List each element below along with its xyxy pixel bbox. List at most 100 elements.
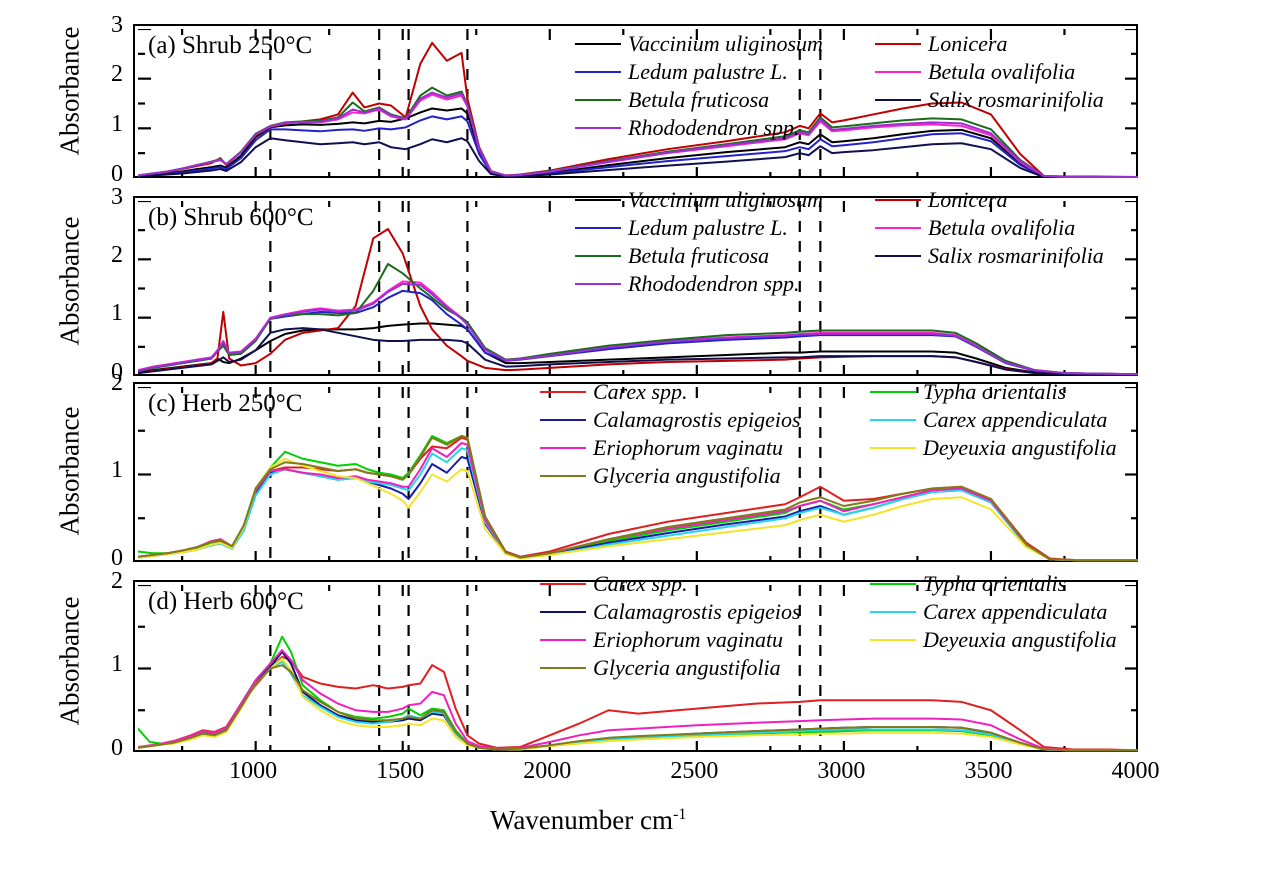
- legend-item[interactable]: Carex appendiculata: [870, 408, 1200, 432]
- legend-item[interactable]: Lonicera: [875, 32, 1175, 56]
- legend-color-swatch-icon: [875, 255, 921, 257]
- legend-item[interactable]: Deyeuxia angustifolia: [870, 436, 1200, 460]
- legend-label: Betula ovalifolia: [928, 59, 1076, 84]
- legend-item[interactable]: Glyceria angustifolia: [540, 656, 870, 680]
- legend-color-swatch-icon: [875, 199, 921, 201]
- legend-item[interactable]: Vaccinium uliginosum: [575, 188, 875, 212]
- legend-item[interactable]: Calamagrostis epigeios: [540, 408, 870, 432]
- legend-color-swatch-icon: [540, 611, 586, 613]
- legend-color-swatch-icon: [875, 71, 921, 73]
- legend-label: Betula ovalifolia: [928, 215, 1076, 240]
- legend-color-swatch-icon: [575, 71, 621, 73]
- legend-item[interactable]: Lonicera: [875, 188, 1175, 212]
- legend-item[interactable]: Ledum palustre L.: [575, 216, 875, 240]
- legend-label: Lonicera: [928, 187, 1008, 212]
- legend-item[interactable]: Carex spp.: [540, 572, 870, 596]
- panel-label-d: (d) Herb 600°C: [148, 588, 304, 615]
- x-axis-title: Wavenumber cm-1: [490, 805, 686, 836]
- legend-item[interactable]: Betula fruticosa: [575, 244, 875, 268]
- legend-label: Carex appendiculata: [923, 599, 1108, 624]
- legend-item[interactable]: Typha orientalis: [870, 572, 1200, 596]
- legend-item[interactable]: Vaccinium uliginosum: [575, 32, 875, 56]
- legend-item[interactable]: Carex spp.: [540, 380, 870, 404]
- legend-label: Rhododendron spp.: [628, 115, 800, 140]
- legend-item[interactable]: Eriophorum vaginatu: [540, 436, 870, 460]
- legend-label: Salix rosmarinifolia: [928, 243, 1104, 268]
- legend-item[interactable]: Rhododendron spp.: [575, 272, 875, 296]
- legend-row: Betula fruticosa Salix rosmarinifolia: [575, 86, 1175, 114]
- y-tick-label: 0: [111, 544, 123, 571]
- x-tick-label: 2500: [670, 758, 719, 784]
- legend-row: Glyceria angustifolia: [540, 462, 1200, 490]
- plot-panel-c: [133, 382, 1138, 562]
- legend-item[interactable]: Ledum palustre L.: [575, 60, 875, 84]
- y-tick-label: 3: [111, 183, 123, 210]
- y-tick-label: 2: [111, 61, 123, 88]
- legend-row: Betula fruticosa Salix rosmarinifolia: [575, 242, 1175, 270]
- legend-label: Lonicera: [928, 31, 1008, 56]
- legend-label: Vaccinium uliginosum: [628, 31, 823, 56]
- legend-color-swatch-icon: [575, 227, 621, 229]
- legend-panel-d: Carex spp. Typha orientalis Calamagrostis …: [540, 570, 1200, 682]
- legend-label: Carex appendiculata: [923, 407, 1108, 432]
- legend-label: Ledum palustre L.: [628, 215, 788, 240]
- legend-item[interactable]: Betula ovalifolia: [875, 216, 1175, 240]
- legend-color-swatch-icon: [870, 419, 916, 421]
- y-axis-title-panel-a: Absorbance: [54, 26, 85, 156]
- legend-row: Glyceria angustifolia: [540, 654, 1200, 682]
- legend-item[interactable]: Typha orientalis: [870, 380, 1200, 404]
- y-tick-label: 0: [111, 358, 123, 385]
- plot-panel-a: [133, 24, 1138, 178]
- legend-row: Carex spp. Typha orientalis: [540, 378, 1200, 406]
- legend-color-swatch-icon: [575, 127, 621, 129]
- legend-row: Eriophorum vaginatu Deyeuxia angustifolia: [540, 626, 1200, 654]
- legend-color-swatch-icon: [575, 255, 621, 257]
- x-tick-label: 4000: [1111, 758, 1160, 784]
- legend-item[interactable]: Eriophorum vaginatu: [540, 628, 870, 652]
- legend-color-swatch-icon: [540, 639, 586, 641]
- legend-row: Vaccinium uliginosum Lonicera: [575, 186, 1175, 214]
- y-axis-title-panel-d: Absorbance: [54, 596, 85, 726]
- y-tick-label: 2: [111, 369, 123, 396]
- legend-item[interactable]: Calamagrostis epigeios: [540, 600, 870, 624]
- y-tick-label: 1: [111, 110, 123, 137]
- legend-label: Rhododendron spp.: [628, 271, 800, 296]
- legend-color-swatch-icon: [575, 99, 621, 101]
- legend-label: Calamagrostis epigeios: [593, 407, 801, 432]
- legend-item[interactable]: Salix rosmarinifolia: [875, 88, 1175, 112]
- legend-item[interactable]: Betula ovalifolia: [875, 60, 1175, 84]
- y-tick-label: 1: [111, 651, 123, 677]
- legend-color-swatch-icon: [870, 583, 916, 585]
- y-tick-label: 2: [111, 241, 123, 268]
- legend-label: Betula fruticosa: [628, 87, 770, 112]
- legend-item[interactable]: Salix rosmarinifolia: [875, 244, 1175, 268]
- legend-label: Calamagrostis epigeios: [593, 599, 801, 624]
- panel-label-b: (b) Shrub 600°C: [148, 204, 314, 231]
- legend-item[interactable]: Rhododendron spp.: [575, 116, 875, 140]
- legend-label: Eriophorum vaginatu: [593, 435, 784, 460]
- x-axis-title-text: Wavenumber cm: [490, 805, 674, 835]
- y-tick-label: 2: [111, 567, 123, 594]
- legend-item[interactable]: Carex appendiculata: [870, 600, 1200, 624]
- legend-panel-c: Carex spp. Typha orientalis Calamagrostis …: [540, 378, 1200, 490]
- legend-item[interactable]: Glyceria angustifolia: [540, 464, 870, 488]
- legend-color-swatch-icon: [540, 583, 586, 585]
- legend-panel-a: Vaccinium uliginosum Lonicera Ledum palust…: [575, 30, 1175, 142]
- x-axis-title-superscript: -1: [673, 806, 687, 823]
- legend-color-swatch-icon: [540, 475, 586, 477]
- y-tick-label: 0: [111, 734, 123, 761]
- legend-row: Calamagrostis epigeios Carex appendiculat…: [540, 406, 1200, 434]
- legend-label: Glyceria angustifolia: [593, 463, 781, 488]
- legend-label: Carex spp.: [593, 571, 688, 596]
- legend-color-swatch-icon: [870, 611, 916, 613]
- legend-color-swatch-icon: [540, 447, 586, 449]
- y-axis-title-panel-c: Absorbance: [54, 406, 85, 536]
- legend-item[interactable]: Deyeuxia angustifolia: [870, 628, 1200, 652]
- legend-row: Eriophorum vaginatu Deyeuxia angustifolia: [540, 434, 1200, 462]
- legend-label: Deyeuxia angustifolia: [923, 627, 1117, 652]
- legend-item[interactable]: Betula fruticosa: [575, 88, 875, 112]
- legend-panel-b: Vaccinium uliginosum Lonicera Ledum palust…: [575, 186, 1175, 298]
- legend-color-swatch-icon: [575, 199, 621, 201]
- x-tick-label: 1500: [376, 758, 425, 784]
